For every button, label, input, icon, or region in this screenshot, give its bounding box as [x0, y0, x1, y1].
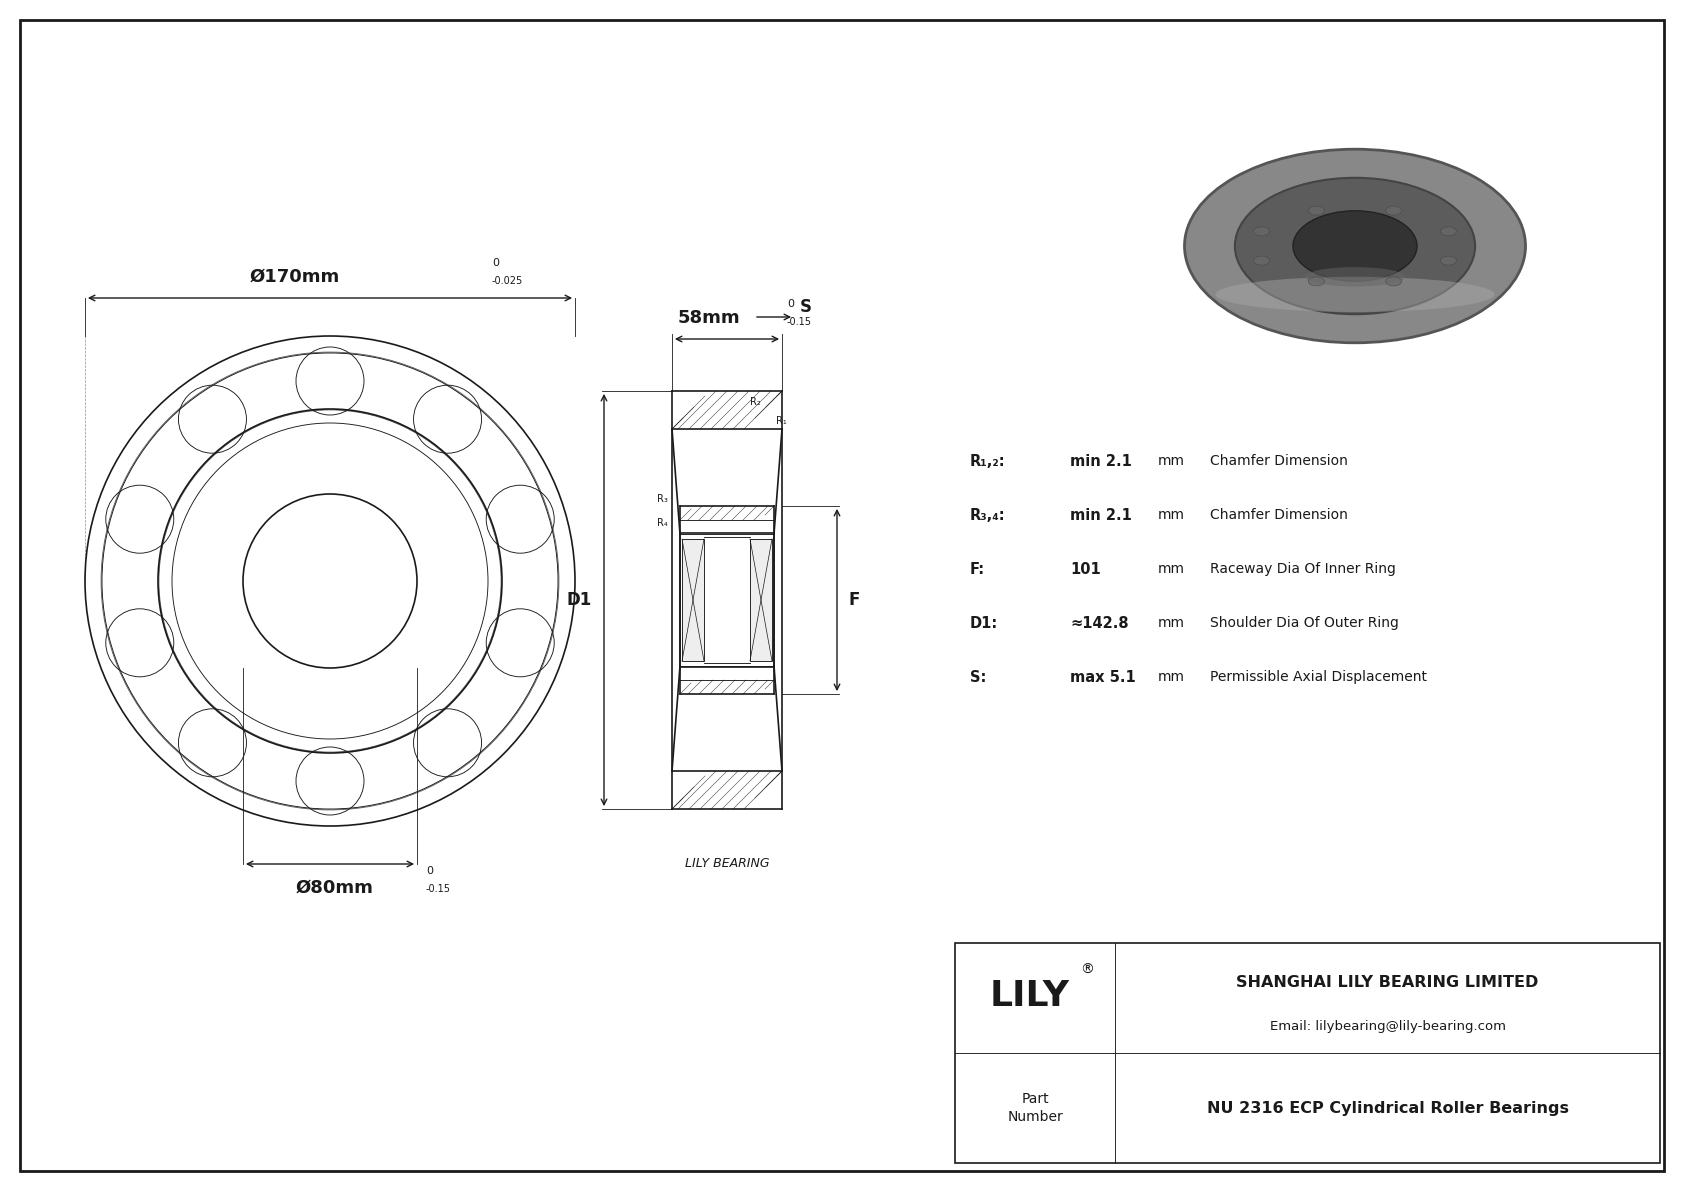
Text: mm: mm [1159, 509, 1186, 522]
Text: max 5.1: max 5.1 [1069, 669, 1135, 685]
Text: R₂: R₂ [749, 397, 761, 407]
Text: Chamfer Dimension: Chamfer Dimension [1211, 509, 1347, 522]
Text: mm: mm [1159, 454, 1186, 468]
Text: R₁,₂:: R₁,₂: [970, 454, 1005, 468]
Bar [955, 943, 1660, 1162]
Ellipse shape [1305, 267, 1406, 287]
Ellipse shape [1253, 256, 1270, 266]
Text: min 2.1: min 2.1 [1069, 454, 1132, 468]
Text: -0.025: -0.025 [492, 276, 524, 286]
Text: ≈142.8: ≈142.8 [1069, 616, 1128, 630]
Text: R₃,₄:: R₃,₄: [970, 507, 1005, 523]
Text: D1:: D1: [970, 616, 999, 630]
Text: Email: lilybearing@lily-bearing.com: Email: lilybearing@lily-bearing.com [1270, 1021, 1505, 1033]
Text: LILY BEARING: LILY BEARING [685, 858, 770, 869]
Text: S: S [800, 298, 812, 316]
Text: mm: mm [1159, 562, 1186, 576]
Ellipse shape [1386, 206, 1401, 216]
Text: -0.15: -0.15 [786, 317, 812, 328]
Text: Part
Number: Part Number [1007, 1092, 1063, 1123]
Text: D1: D1 [568, 591, 593, 609]
Bar [682, 540, 704, 661]
Text: Raceway Dia Of Inner Ring: Raceway Dia Of Inner Ring [1211, 562, 1396, 576]
Ellipse shape [1253, 226, 1270, 236]
Ellipse shape [1234, 177, 1475, 314]
Text: S:: S: [970, 669, 987, 685]
Text: Shoulder Dia Of Outer Ring: Shoulder Dia Of Outer Ring [1211, 616, 1399, 630]
Text: mm: mm [1159, 616, 1186, 630]
Text: R₃: R₃ [657, 494, 669, 504]
Text: ®: ® [1079, 962, 1095, 977]
Ellipse shape [1440, 226, 1457, 236]
Text: R₁: R₁ [776, 416, 786, 426]
Bar [749, 540, 771, 661]
Text: min 2.1: min 2.1 [1069, 507, 1132, 523]
Text: Chamfer Dimension: Chamfer Dimension [1211, 454, 1347, 468]
Text: 0: 0 [786, 299, 793, 308]
Text: Permissible Axial Displacement: Permissible Axial Displacement [1211, 671, 1426, 684]
Text: 0: 0 [426, 866, 433, 877]
Ellipse shape [1293, 211, 1416, 281]
Text: LILY: LILY [990, 979, 1069, 1012]
Text: SHANGHAI LILY BEARING LIMITED: SHANGHAI LILY BEARING LIMITED [1236, 975, 1539, 990]
Text: NU 2316 ECP Cylindrical Roller Bearings: NU 2316 ECP Cylindrical Roller Bearings [1206, 1100, 1568, 1116]
Text: F: F [849, 591, 861, 609]
Text: mm: mm [1159, 671, 1186, 684]
Ellipse shape [1308, 276, 1324, 286]
Text: F:: F: [970, 561, 985, 576]
Text: 101: 101 [1069, 561, 1101, 576]
Text: Ø80mm: Ø80mm [296, 879, 374, 897]
Text: Ø170mm: Ø170mm [249, 268, 340, 286]
Ellipse shape [1184, 149, 1526, 343]
Text: 0: 0 [492, 258, 498, 268]
Ellipse shape [1308, 206, 1324, 216]
Ellipse shape [1440, 256, 1457, 266]
Text: -0.15: -0.15 [426, 884, 451, 894]
Text: R₄: R₄ [657, 518, 669, 528]
Ellipse shape [1216, 276, 1494, 312]
Text: 58mm: 58mm [677, 308, 741, 328]
Ellipse shape [1386, 276, 1401, 286]
